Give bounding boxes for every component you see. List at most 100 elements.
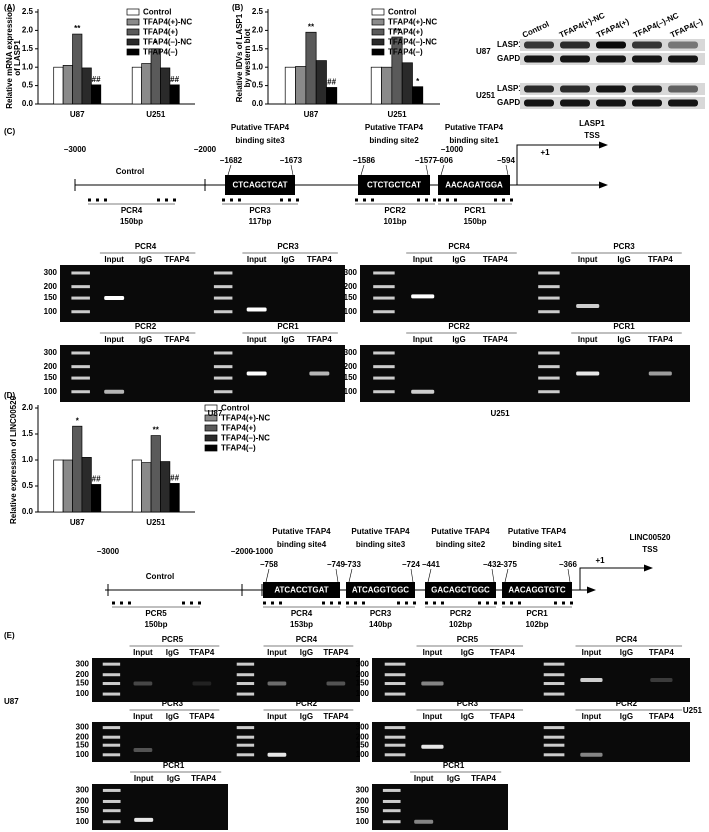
blot-band bbox=[632, 85, 662, 93]
ladder-band bbox=[373, 376, 395, 380]
primer-dot bbox=[494, 601, 497, 605]
cell-label: U251 bbox=[683, 706, 703, 715]
significance-label: ## bbox=[327, 78, 336, 87]
panel-label: (A) bbox=[4, 3, 15, 12]
primer-dot bbox=[417, 198, 420, 202]
legend-swatch bbox=[204, 434, 218, 442]
binding-site-box bbox=[263, 582, 340, 598]
primer-dot bbox=[157, 198, 160, 202]
blot-row-label: GAPDH bbox=[497, 98, 526, 107]
ladder-band bbox=[102, 820, 121, 824]
lane-label: TFAP4 bbox=[483, 255, 508, 264]
primer-dot bbox=[441, 601, 444, 605]
ladder-label: 150 bbox=[356, 806, 370, 815]
site-title: Putative TFAP4 bbox=[272, 527, 331, 536]
bar bbox=[141, 462, 152, 513]
bar bbox=[72, 33, 83, 105]
ladder-label: 100 bbox=[44, 387, 58, 396]
site-start: –441 bbox=[422, 560, 440, 569]
lane-label: IgG bbox=[300, 712, 313, 721]
ladder-band bbox=[384, 673, 406, 677]
primer-dot bbox=[198, 601, 201, 605]
site-pointer bbox=[335, 568, 339, 583]
legend-label: TFAP4(–)-NC bbox=[221, 434, 270, 443]
primer-dot bbox=[405, 601, 408, 605]
legend-label: TFAP4(–) bbox=[143, 48, 178, 57]
legend-swatch bbox=[126, 48, 140, 56]
site-sequence: CTCTGCTCAT bbox=[367, 181, 421, 190]
legend-swatch bbox=[204, 414, 218, 422]
site-pointer bbox=[290, 164, 294, 176]
lane-label: Input bbox=[423, 648, 443, 657]
ladder-band bbox=[384, 692, 406, 696]
gel-pcr-label: PCR1 bbox=[443, 761, 465, 770]
x-tick-label: U251 bbox=[146, 110, 166, 119]
ladder-band bbox=[543, 743, 565, 747]
pcr-name: PCR3 bbox=[249, 206, 271, 215]
gel-band bbox=[267, 752, 287, 757]
y-tick-label: 2.0 bbox=[22, 403, 34, 412]
ladder-band bbox=[213, 390, 233, 394]
lane-label: Input bbox=[578, 255, 598, 264]
ladder-label: 150 bbox=[344, 373, 358, 382]
site-start: –733 bbox=[343, 560, 361, 569]
bar bbox=[141, 63, 152, 105]
pcr-size: 102bp bbox=[449, 620, 472, 629]
lane-label: TFAP4 bbox=[323, 648, 348, 657]
ladder-band bbox=[382, 788, 401, 792]
legend-swatch bbox=[204, 424, 218, 432]
gel-pcr-label: PCR3 bbox=[277, 242, 299, 251]
legend-label: TFAP4(+)-NC bbox=[143, 18, 192, 27]
blot-band bbox=[524, 41, 554, 49]
ladder-band bbox=[236, 662, 255, 666]
blot-band bbox=[560, 99, 590, 107]
site-title: Putative TFAP4 bbox=[431, 527, 490, 536]
significance-label: * bbox=[416, 77, 420, 86]
gel-band bbox=[133, 681, 153, 686]
pcr-name: PCR2 bbox=[384, 206, 406, 215]
legend-label: TFAP4(–)-NC bbox=[388, 38, 437, 47]
ladder-label: 150 bbox=[356, 740, 370, 749]
legend-swatch bbox=[371, 28, 385, 36]
arrowhead bbox=[587, 586, 596, 594]
lane-label: Input bbox=[582, 648, 602, 657]
lane-label: TFAP4 bbox=[649, 712, 674, 721]
ladder-band bbox=[384, 743, 406, 747]
gel-pcr-label: PCR3 bbox=[613, 242, 635, 251]
bar bbox=[81, 67, 92, 105]
tss-start: +1 bbox=[595, 556, 605, 565]
pcr-size: 117bp bbox=[249, 217, 272, 226]
y-tick-label: 1.5 bbox=[252, 44, 264, 53]
control-label: Control bbox=[116, 167, 144, 176]
ladder-label: 100 bbox=[344, 307, 358, 316]
site-end: –1673 bbox=[280, 156, 303, 165]
pcr-name: PCR5 bbox=[145, 609, 167, 618]
ladder-label: 150 bbox=[344, 293, 358, 302]
site-sequence: GACAGCTGGC bbox=[431, 586, 490, 595]
ladder-band bbox=[102, 799, 121, 803]
site-sequence: CTCAGCTCAT bbox=[233, 181, 288, 190]
primer-dot bbox=[322, 601, 325, 605]
significance-label: ** bbox=[74, 24, 81, 33]
ladder-band bbox=[543, 662, 565, 666]
gel-pcr-label: PCR4 bbox=[448, 242, 470, 251]
ladder-band bbox=[382, 820, 401, 824]
lane-label: IgG bbox=[139, 335, 152, 344]
ladder-label: 200 bbox=[344, 282, 358, 291]
blot-band bbox=[668, 85, 698, 93]
ladder-label: 200 bbox=[356, 670, 370, 679]
blot-band bbox=[668, 41, 698, 49]
lane-label: IgG bbox=[300, 648, 313, 657]
primer-dot bbox=[288, 198, 291, 202]
gel bbox=[360, 265, 690, 322]
gel-pcr-label: PCR2 bbox=[616, 699, 638, 708]
primer-dot bbox=[338, 601, 341, 605]
gel-pcr-label: PCR2 bbox=[296, 699, 318, 708]
primer-dot bbox=[230, 198, 233, 202]
bar bbox=[160, 461, 171, 513]
lane-label: Input bbox=[413, 335, 433, 344]
y-axis-label: Relative expression of LINC00520 bbox=[9, 395, 18, 524]
gel-band bbox=[246, 371, 267, 376]
gel-pcr-label: PCR4 bbox=[296, 635, 318, 644]
primer-dot bbox=[502, 198, 505, 202]
